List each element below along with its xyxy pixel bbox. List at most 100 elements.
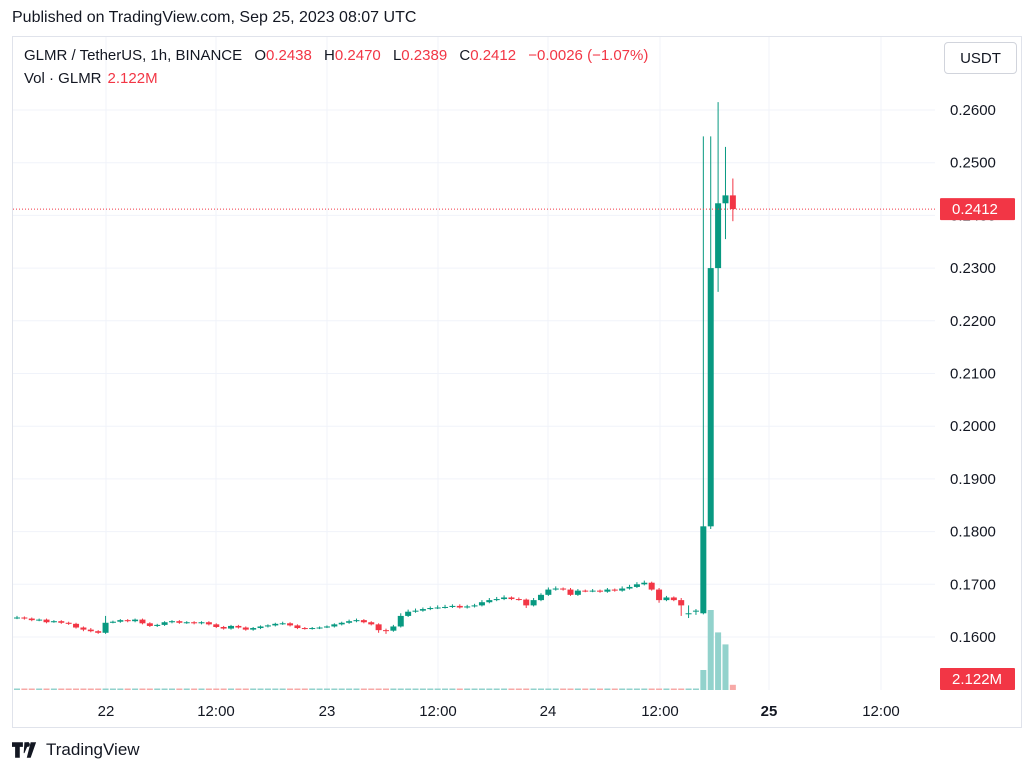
candle-body bbox=[309, 628, 316, 630]
candle-body bbox=[28, 618, 35, 621]
volume-bar bbox=[50, 688, 57, 690]
volume-bar bbox=[183, 688, 190, 690]
candle-body bbox=[700, 526, 707, 614]
y-tick-label: 0.1600 bbox=[950, 629, 996, 646]
candle-body bbox=[663, 597, 670, 601]
volume-bar bbox=[552, 688, 559, 690]
candle-body bbox=[279, 623, 286, 625]
volume-bar bbox=[656, 688, 663, 690]
volume-legend: Vol · GLMR 2.122M bbox=[24, 70, 158, 87]
volume-bar bbox=[43, 688, 50, 690]
x-tick-label: 25 bbox=[761, 703, 778, 720]
volume-bar bbox=[597, 688, 604, 690]
symbol-label[interactable]: GLMR / TetherUS, 1h, BINANCE bbox=[24, 47, 243, 64]
candle-body bbox=[132, 619, 139, 622]
candle-body bbox=[619, 588, 626, 591]
candle-body bbox=[442, 606, 449, 608]
candle-body bbox=[331, 624, 338, 627]
volume-bar bbox=[242, 688, 249, 690]
candle-body bbox=[560, 588, 567, 590]
candle-body bbox=[641, 582, 648, 585]
volume-bar bbox=[146, 688, 153, 690]
candle-body bbox=[449, 605, 456, 607]
candle-body bbox=[368, 622, 375, 625]
volume-bar bbox=[589, 688, 596, 690]
y-tick-label: 0.2100 bbox=[950, 366, 996, 383]
close-value: 0.2412 bbox=[470, 47, 517, 64]
candle-body bbox=[405, 611, 412, 616]
volume-bar bbox=[619, 688, 626, 690]
volume-bar bbox=[501, 688, 508, 690]
volume-bar bbox=[508, 688, 515, 690]
volume-bar bbox=[383, 688, 389, 690]
currency-button[interactable]: USDT bbox=[944, 42, 1017, 74]
volume-bar bbox=[582, 688, 589, 690]
volume-bar bbox=[28, 688, 35, 690]
volume-bar bbox=[213, 688, 220, 690]
last-volume-badge bbox=[940, 668, 1015, 690]
volume-bar bbox=[707, 610, 714, 690]
candle-body bbox=[508, 597, 515, 600]
volume-bar bbox=[678, 688, 685, 690]
candle-body bbox=[530, 600, 537, 606]
candle-body bbox=[486, 600, 493, 603]
x-tick-label: 24 bbox=[540, 703, 557, 720]
candle-body bbox=[678, 600, 685, 606]
volume-bar bbox=[338, 688, 345, 690]
volume-bar bbox=[176, 688, 183, 690]
candle-body bbox=[419, 609, 426, 611]
volume-bar bbox=[316, 688, 323, 690]
volume-bar bbox=[250, 688, 257, 690]
candle-body bbox=[715, 203, 722, 269]
footer-brand[interactable]: TradingView bbox=[12, 740, 140, 760]
candle-body bbox=[670, 597, 677, 601]
candle-body bbox=[397, 615, 404, 627]
volume-bar bbox=[545, 688, 552, 690]
volume-bar bbox=[486, 688, 493, 690]
volume-bar bbox=[117, 688, 124, 690]
volume-bar bbox=[109, 688, 116, 690]
x-tick-label: 12:00 bbox=[862, 703, 900, 720]
y-tick-label: 0.1700 bbox=[950, 576, 996, 593]
candle-body bbox=[213, 624, 220, 627]
candle-body bbox=[722, 195, 729, 204]
y-tick-label: 0.2300 bbox=[950, 260, 996, 277]
volume-bar bbox=[478, 688, 485, 690]
candle-body bbox=[383, 630, 389, 632]
last-price-badge bbox=[940, 198, 1015, 221]
volume-bar bbox=[346, 688, 353, 690]
candle-body bbox=[36, 619, 43, 621]
volume-bar bbox=[139, 688, 146, 690]
high-label: H bbox=[324, 47, 335, 64]
candle-body bbox=[375, 624, 382, 631]
volume-bar bbox=[442, 688, 449, 690]
candle-body bbox=[139, 619, 146, 624]
volume-bar bbox=[397, 688, 404, 690]
candle-body bbox=[589, 590, 596, 592]
volume-bar bbox=[530, 688, 537, 690]
volume-bar bbox=[154, 688, 161, 690]
candle-body bbox=[692, 610, 699, 612]
volume-bar bbox=[456, 688, 463, 690]
volume-label[interactable]: Vol · GLMR bbox=[24, 70, 102, 87]
candle-body bbox=[80, 627, 87, 630]
candle-body bbox=[707, 268, 714, 527]
y-tick-label: 0.2600 bbox=[950, 102, 996, 119]
volume-bar bbox=[419, 688, 426, 690]
candle-body bbox=[523, 599, 530, 606]
y-tick-label: 0.2500 bbox=[950, 155, 996, 172]
candle-body bbox=[294, 625, 301, 629]
volume-bar bbox=[21, 688, 28, 690]
candle-body bbox=[154, 624, 161, 626]
volume-bar bbox=[235, 688, 242, 690]
candle-body bbox=[161, 622, 168, 625]
volume-bar bbox=[102, 688, 109, 690]
chart-frame bbox=[12, 36, 1022, 728]
candle-body bbox=[552, 588, 559, 590]
volume-bar bbox=[729, 684, 736, 690]
volume-bar bbox=[700, 670, 707, 690]
volume-bar bbox=[434, 688, 441, 690]
y-tick-label: 0.1800 bbox=[950, 524, 996, 541]
volume-bar bbox=[73, 688, 80, 690]
